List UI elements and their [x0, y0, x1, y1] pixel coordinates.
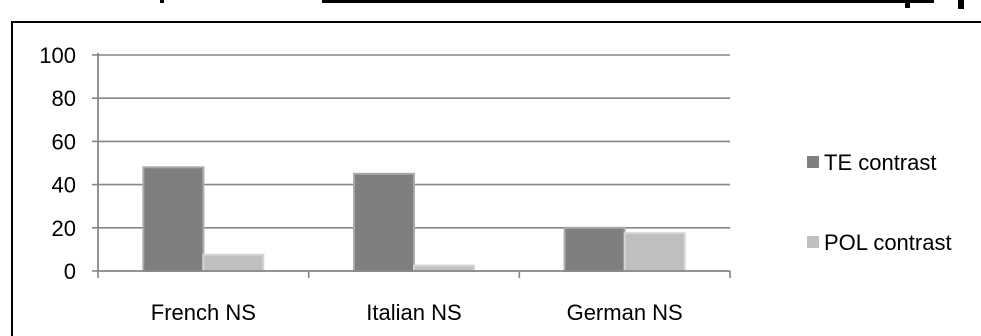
x-category-label: French NS [151, 300, 256, 325]
bars [142, 166, 686, 273]
legend-label: TE contrast [824, 150, 936, 175]
x-category-label: Italian NS [366, 300, 461, 325]
bar-te-contrast [142, 166, 205, 273]
y-tick-label: 20 [52, 216, 76, 241]
bar-pol-contrast [202, 253, 265, 273]
chart-border [11, 21, 981, 336]
y-tick-label: 40 [52, 173, 76, 198]
x-axis-labels: French NS Italian NS German NS [151, 300, 683, 325]
axes [97, 53, 731, 278]
legend-swatch [807, 156, 819, 168]
y-tick-label: 60 [52, 129, 76, 154]
legend-label: POL contrast [824, 230, 952, 255]
bar-te-contrast [353, 172, 415, 272]
bar-te-contrast [563, 226, 626, 273]
bar-pol-contrast [623, 232, 686, 272]
y-tick-label: 80 [52, 86, 76, 111]
x-category-label: German NS [567, 300, 683, 325]
legend-swatch [807, 236, 819, 248]
y-tick-label: 100 [39, 43, 76, 68]
cropped-title-fragments [160, 0, 964, 9]
legend: TE contrast POL contrast [807, 150, 952, 255]
y-tick-label: 0 [64, 259, 76, 284]
y-axis-ticks: 0 20 40 60 80 100 [39, 43, 98, 284]
